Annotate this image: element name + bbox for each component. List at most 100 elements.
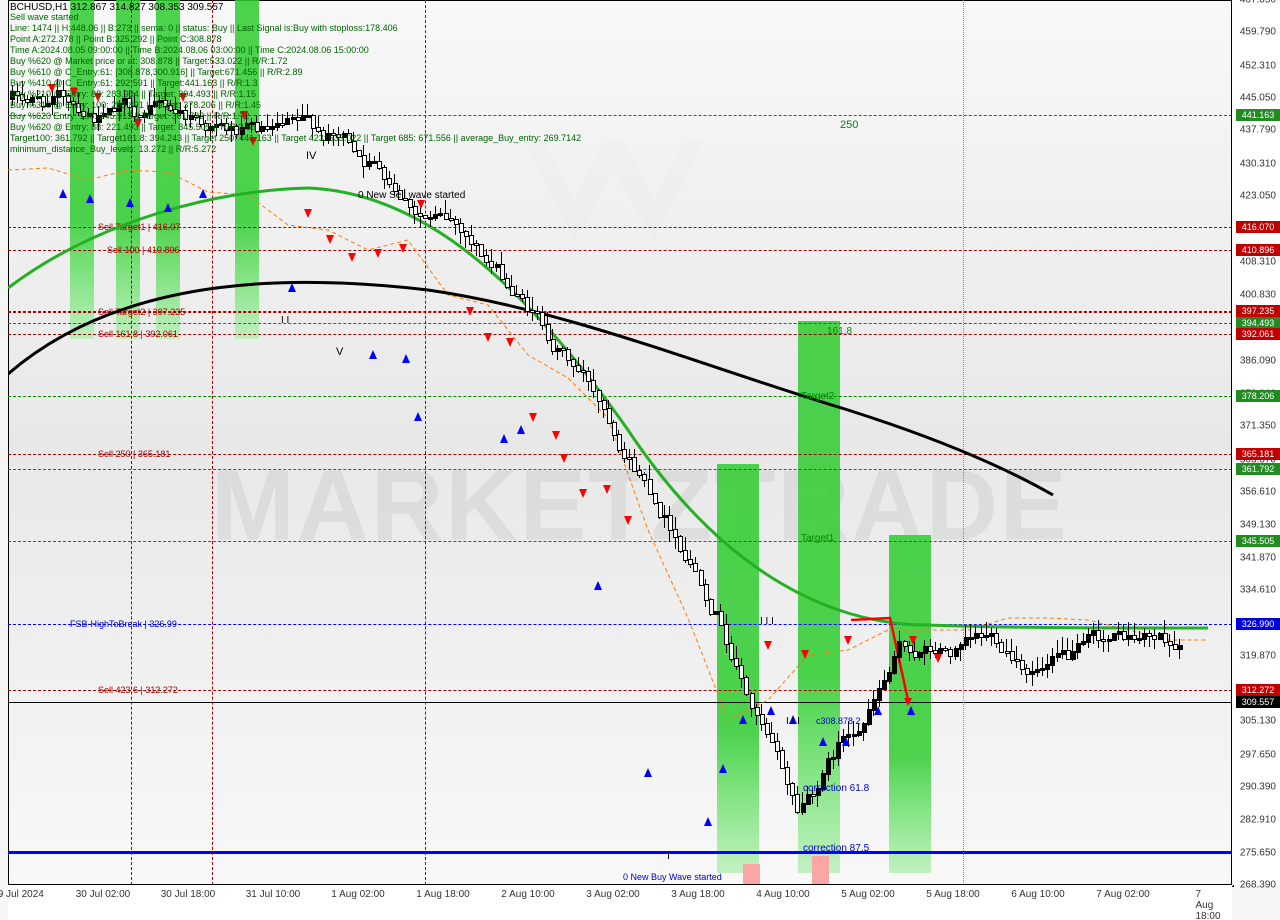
x-axis: 29 Jul 202430 Jul 02:0030 Jul 18:0031 Ju… <box>8 884 1232 920</box>
info-text-block: Sell wave startedLine: 1474 || H:448.06 … <box>10 2 581 155</box>
price-tag: 416.070 <box>1236 221 1280 233</box>
watermark-text: MARKETZTRADE <box>211 449 1068 564</box>
symbol-header: BCHUSD,H1 312.867 314.827 308.353 309.55… <box>10 2 224 13</box>
hline-label: Sell 161.8 | 392.061 <box>96 329 180 339</box>
arrow-down-icon <box>466 307 474 316</box>
y-tick-label: 290.390 <box>1240 781 1276 792</box>
x-tick-label: 7 Aug 18:00 <box>1195 889 1220 920</box>
arrow-up-icon <box>126 198 134 207</box>
chart-annotation: correction 61.8 <box>803 783 869 794</box>
chart-annotation: correction 87.5 <box>803 843 869 854</box>
chart-annotation: V <box>336 346 343 358</box>
y-tick-label: 423.050 <box>1240 191 1276 202</box>
arrow-up-icon <box>907 706 915 715</box>
info-line: Buy %620 Entry: 150: 245.913 || Target: … <box>10 111 581 122</box>
arrow-up-icon <box>59 189 67 198</box>
y-tick-label: 341.870 <box>1240 552 1276 563</box>
chart-annotation: c308.878 2 <box>816 716 861 726</box>
arrow-down-icon <box>603 485 611 494</box>
horizontal-line <box>8 690 1232 691</box>
horizontal-line <box>8 312 1232 313</box>
y-tick-label: 386.090 <box>1240 355 1276 366</box>
info-line: Buy %410 @ C_Entry:61: 292.591 || Target… <box>10 78 581 89</box>
y-tick-label: 371.350 <box>1240 421 1276 432</box>
chart-annotation: I I I <box>786 716 800 727</box>
y-tick-label: 334.610 <box>1240 585 1276 596</box>
y-tick-label: 430.310 <box>1240 158 1276 169</box>
price-tag: 392.061 <box>1236 328 1280 340</box>
horizontal-line <box>8 250 1232 251</box>
x-tick-label: 5 Aug 18:00 <box>926 889 979 900</box>
info-line: Buy %620 @ Entry: 88: 221.493 || Target:… <box>10 122 581 133</box>
hline-label: FSB-HighToBreak | 326.99 <box>68 619 179 629</box>
hline-label: Sell Target1 | 416.07 <box>96 222 182 232</box>
y-tick-label: 445.050 <box>1240 93 1276 104</box>
y-tick-label: 467.050 <box>1240 0 1276 6</box>
arrow-down-icon <box>552 431 560 440</box>
arrow-down-icon <box>529 413 537 422</box>
arrow-up-icon <box>517 425 525 434</box>
green-zone <box>717 464 759 874</box>
horizontal-line <box>8 469 1232 470</box>
y-tick-label: 349.130 <box>1240 520 1276 531</box>
hline-label: Sell 250 | 365.181 <box>96 449 172 459</box>
price-tag: 345.505 <box>1236 535 1280 547</box>
horizontal-line <box>8 323 1232 324</box>
x-tick-label: 31 Jul 10:00 <box>246 889 301 900</box>
info-line: Point A:272.378 || Point B:325.292 || Po… <box>10 34 581 45</box>
chart-annotation: I I <box>281 315 289 326</box>
arrow-down-icon <box>374 249 382 258</box>
arrow-up-icon <box>842 737 850 746</box>
arrow-down-icon <box>484 333 492 342</box>
arrow-up-icon <box>402 354 410 363</box>
y-tick-label: 275.650 <box>1240 847 1276 858</box>
chart-annotation: I <box>667 850 670 862</box>
horizontal-line <box>8 624 1232 625</box>
y-tick-label: 437.790 <box>1240 125 1276 136</box>
arrow-down-icon <box>560 454 568 463</box>
arrow-up-icon <box>288 283 296 292</box>
chart-annotation: Target1 <box>801 533 834 544</box>
hline-label: Sell 423.6 | 312.272 <box>96 685 180 695</box>
current-bar-line <box>963 0 964 885</box>
chart-annotation: 0 New Sell wave started <box>358 190 465 201</box>
info-line: minimum_distance_Buy_levels: 13.272 || R… <box>10 144 581 155</box>
arrow-down-icon <box>801 650 809 659</box>
y-tick-label: 305.130 <box>1240 716 1276 727</box>
y-tick-label: 297.650 <box>1240 749 1276 760</box>
x-tick-label: 29 Jul 2024 <box>0 889 44 900</box>
horizontal-line <box>8 334 1232 335</box>
chart-annotation: Target2 <box>801 391 834 402</box>
x-tick-label: 30 Jul 18:00 <box>161 889 216 900</box>
x-tick-label: 6 Aug 10:00 <box>1011 889 1064 900</box>
x-tick-label: 1 Aug 02:00 <box>331 889 384 900</box>
x-tick-label: 3 Aug 02:00 <box>586 889 639 900</box>
pink-zone <box>812 856 829 887</box>
arrow-down-icon <box>326 235 334 244</box>
price-tag: 309.557 <box>1236 696 1280 708</box>
arrow-down-icon <box>624 516 632 525</box>
y-tick-label: 268.390 <box>1240 880 1276 891</box>
chart-container: MARKETZTRADE Sell Target1 | 416.07 Sell 1… <box>0 0 1280 920</box>
price-tag: 378.206 <box>1236 390 1280 402</box>
info-line: Target100: 361.792 || Target161.8: 394.2… <box>10 133 581 144</box>
info-line: Buy %310 @ Entry: 100: 255.891 || Target… <box>10 100 581 111</box>
y-axis: 467.050459.790452.310445.050437.790430.3… <box>1231 0 1280 885</box>
arrow-up-icon <box>644 768 652 777</box>
y-tick-label: 356.610 <box>1240 486 1276 497</box>
price-tag: 397.235 <box>1236 305 1280 317</box>
green-zone <box>889 535 931 874</box>
chart-annotation: 161.8 <box>827 326 852 337</box>
price-tag: 365.181 <box>1236 448 1280 460</box>
x-tick-label: 4 Aug 10:00 <box>756 889 809 900</box>
arrow-down-icon <box>934 654 942 663</box>
arrow-down-icon <box>348 253 356 262</box>
x-tick-label: 7 Aug 02:00 <box>1096 889 1149 900</box>
arrow-up-icon <box>819 737 827 746</box>
horizontal-line <box>8 454 1232 455</box>
y-tick-label: 282.910 <box>1240 815 1276 826</box>
horizontal-line <box>8 702 1232 703</box>
x-tick-label: 5 Aug 02:00 <box>841 889 894 900</box>
horizontal-line <box>8 227 1232 228</box>
arrow-down-icon <box>579 489 587 498</box>
